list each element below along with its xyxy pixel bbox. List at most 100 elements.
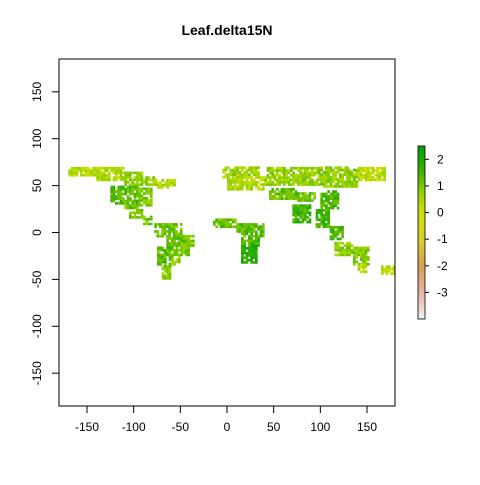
raster-cell [238, 173, 242, 177]
raster-cell [245, 173, 249, 177]
raster-cell [252, 183, 256, 186]
raster-cell [350, 244, 354, 247]
raster-cell [250, 261, 253, 264]
raster-cell [129, 176, 132, 179]
raster-cell [224, 175, 228, 179]
legend-swatch [418, 246, 425, 251]
raster-cell [136, 209, 139, 212]
raster-cell [367, 176, 370, 179]
raster-cell [315, 213, 319, 217]
raster-cell [238, 176, 242, 179]
raster-cell [306, 211, 309, 215]
raster-cell [276, 192, 279, 196]
raster-cell [353, 173, 356, 177]
raster-cell [245, 187, 249, 191]
raster-cell [89, 169, 92, 172]
raster-cell [346, 246, 349, 250]
raster-cell [360, 166, 363, 170]
raster-cell [250, 254, 253, 257]
raster-cell [334, 202, 337, 205]
raster-cell [145, 203, 148, 207]
raster-cell [294, 166, 298, 170]
raster-cell [110, 169, 113, 172]
raster-cell [320, 211, 323, 215]
raster-cell [234, 176, 237, 179]
raster-cell [161, 267, 165, 271]
raster-cell [243, 241, 246, 245]
raster-cell [390, 267, 393, 271]
raster-cell [367, 262, 370, 266]
raster-cell [117, 197, 120, 200]
raster-cell [381, 169, 384, 172]
raster-cell [315, 218, 319, 222]
raster-cell [164, 248, 167, 252]
raster-cell [94, 173, 97, 177]
raster-cell [178, 253, 181, 257]
raster-cell [180, 244, 183, 247]
raster-cell [145, 180, 148, 184]
raster-cell [112, 194, 116, 198]
raster-cell [248, 251, 251, 255]
raster-cell [136, 190, 139, 193]
raster-cell [325, 166, 328, 170]
raster-cell [374, 169, 377, 172]
raster-cell [138, 171, 141, 175]
raster-cell [292, 187, 295, 191]
raster-cell [103, 173, 106, 177]
raster-cell [320, 173, 323, 177]
raster-cell [164, 277, 167, 280]
raster-cell [143, 180, 146, 184]
raster-cell [80, 171, 83, 175]
raster-cell [105, 178, 109, 182]
raster-cell [329, 225, 333, 229]
raster-cell [138, 201, 141, 205]
raster-cell [222, 223, 225, 226]
raster-cell [129, 173, 132, 177]
raster-cell [213, 223, 216, 226]
raster-cell [262, 185, 265, 189]
raster-cell [318, 223, 321, 226]
raster-cell [332, 197, 335, 200]
raster-cell [161, 258, 165, 261]
raster-cell [381, 173, 384, 177]
raster-cell [262, 227, 265, 231]
raster-cell [185, 248, 188, 252]
raster-cell [304, 206, 307, 210]
raster-cell [147, 199, 151, 202]
raster-cell [73, 171, 76, 175]
raster-cell [143, 222, 146, 226]
raster-cell [320, 199, 323, 203]
raster-cell [131, 171, 134, 175]
raster-cell [364, 173, 368, 177]
raster-cell [276, 166, 279, 170]
raster-cell [140, 194, 144, 198]
raster-cell [248, 180, 251, 184]
raster-cell [339, 225, 342, 229]
raster-cell [227, 173, 230, 177]
raster-cell [360, 178, 363, 182]
raster-cell [304, 213, 307, 217]
raster-cell [238, 183, 242, 186]
raster-cell [353, 168, 356, 172]
raster-cell [108, 171, 111, 175]
raster-cell [252, 225, 256, 229]
legend-swatch [418, 146, 425, 150]
raster-cell [332, 232, 335, 236]
legend-swatch [418, 267, 425, 271]
raster-cell [147, 203, 151, 207]
raster-cell [306, 206, 309, 210]
raster-cell [126, 171, 130, 175]
raster-cell [166, 239, 169, 243]
raster-cell [110, 185, 113, 189]
raster-cell [311, 171, 314, 175]
raster-cell [227, 176, 230, 179]
raster-cell [257, 187, 260, 191]
raster-cell [220, 220, 223, 224]
raster-cell [322, 185, 326, 188]
raster-cell [108, 176, 111, 179]
raster-cell [227, 223, 230, 226]
raster-cell [131, 216, 134, 219]
raster-cell [234, 173, 237, 177]
raster-cell [248, 254, 251, 257]
